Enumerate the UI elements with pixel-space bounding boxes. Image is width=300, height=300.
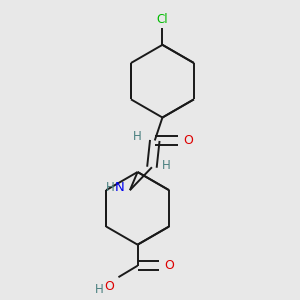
Text: H: H bbox=[133, 130, 141, 143]
Text: O: O bbox=[104, 280, 114, 293]
Text: O: O bbox=[184, 134, 193, 147]
Text: O: O bbox=[164, 259, 174, 272]
Text: H: H bbox=[106, 181, 115, 194]
Text: N: N bbox=[114, 181, 124, 194]
Text: Cl: Cl bbox=[157, 13, 168, 26]
Text: H: H bbox=[161, 159, 170, 172]
Text: H: H bbox=[94, 283, 103, 296]
